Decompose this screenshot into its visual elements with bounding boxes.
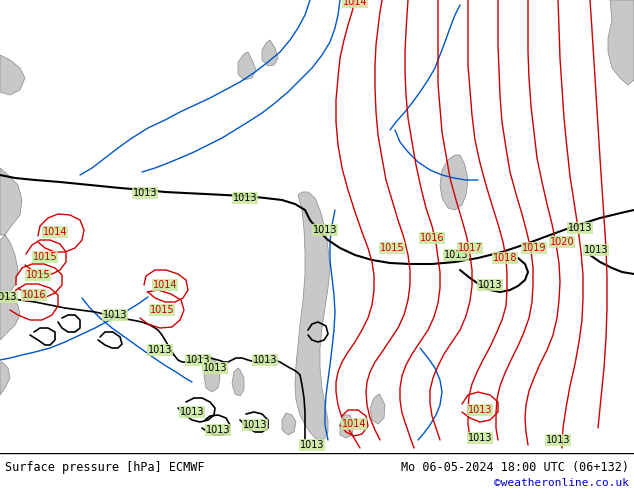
- Text: 1013: 1013: [468, 433, 492, 443]
- Text: 1019: 1019: [522, 243, 547, 253]
- Polygon shape: [262, 40, 278, 66]
- Text: Mo 06-05-2024 18:00 UTC (06+132): Mo 06-05-2024 18:00 UTC (06+132): [401, 461, 629, 473]
- Polygon shape: [440, 155, 468, 210]
- Text: 1016: 1016: [22, 290, 46, 300]
- Polygon shape: [0, 55, 25, 95]
- Text: 1013: 1013: [148, 345, 172, 355]
- Text: 1015: 1015: [150, 305, 174, 315]
- Polygon shape: [0, 362, 10, 395]
- Text: 1015: 1015: [33, 252, 57, 262]
- Polygon shape: [370, 394, 385, 424]
- Polygon shape: [282, 413, 296, 435]
- Text: 1013: 1013: [233, 193, 257, 203]
- Text: 1013: 1013: [243, 420, 268, 430]
- Polygon shape: [238, 52, 256, 80]
- Text: 1013: 1013: [300, 440, 324, 450]
- Text: 1013: 1013: [568, 223, 592, 233]
- Text: 1020: 1020: [550, 237, 574, 247]
- Text: 1013: 1013: [584, 245, 608, 255]
- Text: 1014: 1014: [42, 227, 67, 237]
- Polygon shape: [232, 368, 244, 396]
- Text: 1017: 1017: [458, 243, 482, 253]
- Text: ©weatheronline.co.uk: ©weatheronline.co.uk: [494, 478, 629, 489]
- Text: 1015: 1015: [26, 270, 50, 280]
- Text: 1013: 1013: [313, 225, 337, 235]
- Polygon shape: [0, 168, 22, 300]
- Text: 1013: 1013: [206, 425, 230, 435]
- Text: 1013: 1013: [133, 188, 157, 198]
- Text: 1016: 1016: [420, 233, 444, 243]
- Text: 1018: 1018: [493, 253, 517, 263]
- Polygon shape: [340, 415, 354, 438]
- Text: 1014: 1014: [343, 0, 367, 7]
- Polygon shape: [0, 295, 20, 340]
- Text: 1013: 1013: [546, 435, 570, 445]
- Text: 1013: 1013: [253, 355, 277, 365]
- Text: 1013: 1013: [0, 292, 17, 302]
- Text: 1013: 1013: [444, 250, 469, 260]
- Text: 1013: 1013: [103, 310, 127, 320]
- Text: 1013: 1013: [180, 407, 204, 417]
- Text: Surface pressure [hPa] ECMWF: Surface pressure [hPa] ECMWF: [5, 461, 205, 473]
- Text: 1014: 1014: [342, 419, 366, 429]
- Polygon shape: [608, 0, 634, 85]
- Text: 1013: 1013: [468, 405, 492, 415]
- Text: 1013: 1013: [203, 363, 227, 373]
- Text: 1014: 1014: [153, 280, 178, 290]
- Text: 1015: 1015: [380, 243, 404, 253]
- Polygon shape: [204, 356, 220, 392]
- Text: 1013: 1013: [478, 280, 502, 290]
- Polygon shape: [295, 192, 330, 440]
- Text: 1013: 1013: [186, 355, 210, 365]
